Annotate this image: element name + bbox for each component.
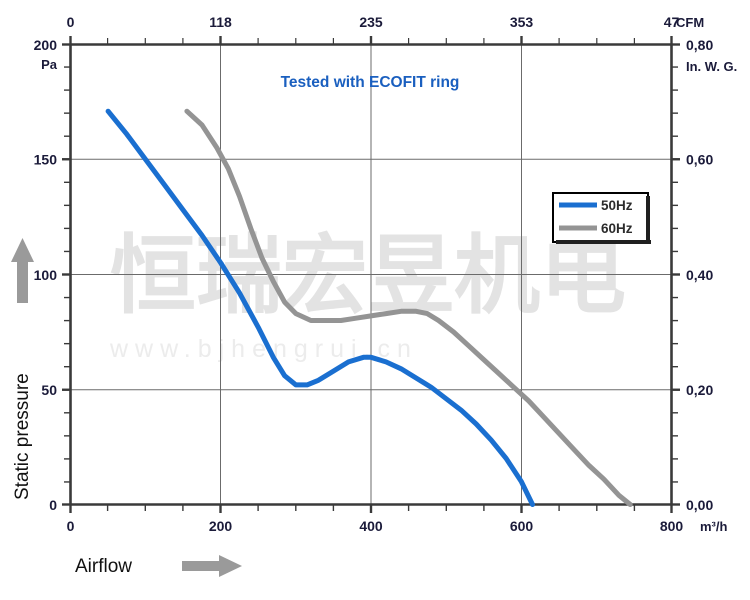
ticks-right-minor (671, 66, 678, 483)
left-tick-100: 100 (34, 267, 58, 283)
right-axis-unit-inwg: In. W. G. (686, 59, 737, 74)
curve-50hz (105, 108, 535, 507)
y-axis-title: Static pressure (12, 373, 33, 500)
legend[interactable]: 50Hz 60Hz (552, 192, 651, 244)
left-axis-unit-pa: Pa (41, 57, 58, 72)
series-50hz (105, 108, 535, 507)
left-tick-150: 150 (34, 152, 58, 168)
legend-label-50hz: 50Hz (601, 198, 633, 213)
bottom-axis-tick-labels: 0 200 400 600 800 m³/h (67, 518, 728, 534)
legend-item-60hz[interactable]: 60Hz (559, 221, 633, 236)
bottom-tick-800: 800 (660, 518, 684, 534)
ticks-left-major (62, 43, 71, 506)
top-tick-235: 235 (359, 14, 383, 30)
legend-item-50hz[interactable]: 50Hz (559, 198, 633, 213)
top-axis-tick-labels: 0 118 235 353 47 CFM (67, 14, 705, 30)
bottom-axis-unit-m3h: m³/h (700, 519, 728, 534)
legend-label-60hz: 60Hz (601, 221, 633, 236)
right-tick-000: 0,00 (686, 497, 713, 513)
ticks-left-minor (64, 66, 71, 483)
legend-shadow-right (646, 196, 650, 244)
ticks-top-minor (106, 38, 636, 44)
gridlines (70, 44, 672, 505)
up-arrow-icon (11, 238, 34, 303)
ticks-right-major (671, 43, 680, 506)
legend-shadow-bottom (556, 240, 651, 244)
top-tick-471: 47 (664, 14, 680, 30)
series-60hz (184, 108, 633, 507)
watermark-group: 恒瑞宏昱机电 www.bjhengrui.cn (109, 226, 626, 363)
right-axis-tick-labels: 0,80 In. W. G. 0,60 0,40 0,20 0,00 (686, 37, 737, 513)
left-tick-200: 200 (34, 37, 58, 53)
top-axis-unit-cfm: CFM (676, 15, 704, 30)
ticks-top-major (69, 36, 673, 44)
right-arrow-icon (182, 555, 242, 577)
left-tick-0: 0 (49, 497, 57, 513)
bottom-tick-400: 400 (359, 518, 383, 534)
top-tick-118: 118 (209, 14, 232, 30)
x-axis-title: Airflow (75, 556, 132, 577)
right-tick-080: 0,80 (686, 37, 713, 53)
bottom-tick-600: 600 (510, 518, 534, 534)
watermark-cjk-text: 恒瑞宏昱机电 (110, 226, 626, 326)
right-tick-020: 0,20 (686, 382, 713, 398)
ticks-bottom-minor (106, 505, 636, 511)
chart-title: Tested with ECOFIT ring (281, 74, 460, 91)
bottom-tick-0: 0 (67, 518, 75, 534)
top-tick-353: 353 (510, 14, 534, 30)
left-axis-tick-labels: 200 Pa 150 100 50 0 (34, 37, 58, 513)
curve-60hz (184, 108, 633, 507)
bottom-tick-200: 200 (209, 518, 233, 534)
ticks-bottom-major (69, 505, 673, 513)
left-tick-50: 50 (41, 382, 57, 398)
right-tick-040: 0,40 (686, 267, 713, 283)
top-tick-0: 0 (67, 14, 75, 30)
right-tick-060: 0,60 (686, 152, 713, 168)
